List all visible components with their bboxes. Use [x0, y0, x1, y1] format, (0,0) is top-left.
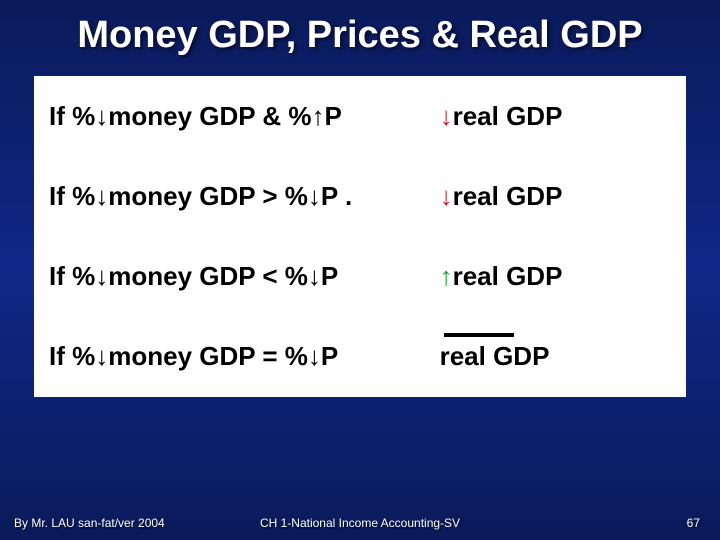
footer-author: By Mr. LAU san-fat/ver 2004 [14, 516, 165, 530]
footer-page-number: 67 [687, 516, 700, 530]
result-text: real GDP [440, 341, 550, 371]
content-table-wrap: If %↓money GDP & %↑P ↓real GDP If %↓mone… [34, 76, 686, 397]
condition-cell: If %↓money GDP > %↓P . [35, 156, 426, 236]
result-text: real GDP [453, 181, 563, 211]
footer-chapter: CH 1-National Income Accounting-SV [260, 516, 460, 530]
down-arrow-icon: ↓ [440, 101, 453, 131]
condition-cell: If %↓money GDP & %↑P [35, 76, 426, 156]
result-cell: ↑real GDP [425, 236, 685, 316]
equal-line-icon [444, 333, 514, 337]
result-cell: real GDP [425, 316, 685, 396]
content-table: If %↓money GDP & %↑P ↓real GDP If %↓mone… [34, 76, 686, 397]
result-cell: ↓real GDP [425, 156, 685, 236]
down-arrow-icon: ↓ [440, 181, 453, 211]
table-row: If %↓money GDP < %↓P ↑real GDP [35, 236, 686, 316]
table-row: If %↓money GDP = %↓P real GDP [35, 316, 686, 396]
table-row: If %↓money GDP > %↓P . ↓real GDP [35, 156, 686, 236]
slide-title: Money GDP, Prices & Real GDP [0, 0, 720, 68]
condition-cell: If %↓money GDP = %↓P [35, 316, 426, 396]
table-row: If %↓money GDP & %↑P ↓real GDP [35, 76, 686, 156]
condition-cell: If %↓money GDP < %↓P [35, 236, 426, 316]
result-text: real GDP [453, 261, 563, 291]
up-arrow-icon: ↑ [440, 261, 453, 291]
result-text: real GDP [453, 101, 563, 131]
result-cell: ↓real GDP [425, 76, 685, 156]
